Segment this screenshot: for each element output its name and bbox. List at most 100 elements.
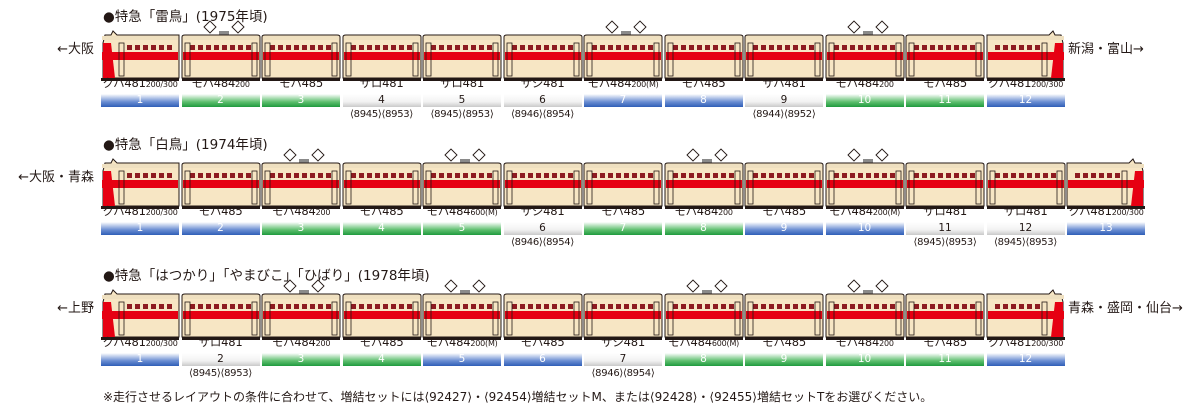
car-type-suffix: 200 <box>718 208 733 217</box>
car-type-label: モハ485 <box>182 203 260 219</box>
car-doors <box>118 301 125 336</box>
car-type-label: クハ481200/300 <box>1067 203 1145 219</box>
car-number-bar: 6 <box>503 353 582 366</box>
car-type-suffix: 200 <box>879 339 894 348</box>
car-underframe <box>1067 206 1145 209</box>
car-type: モハ484 <box>271 204 316 218</box>
car-number-bar: 1 <box>101 94 179 107</box>
car-type: クハ481 <box>987 335 1032 349</box>
car-stripe <box>343 52 420 60</box>
car-type: モハ484 <box>835 76 880 90</box>
right-destination: 新潟・富山→ <box>1068 42 1144 57</box>
car-drawing <box>986 162 1065 209</box>
set-number-label: ⟨8946⟩⟨8954⟩ <box>511 237 574 248</box>
car-number-bar: 6 <box>503 222 582 235</box>
car-stripe <box>424 180 500 188</box>
cab-nose <box>103 302 115 337</box>
car-drawing <box>101 158 180 209</box>
car-stripe <box>907 52 983 60</box>
car-stripe <box>263 180 339 188</box>
car-number-bar: 8 <box>664 353 743 366</box>
car-drawing <box>342 162 421 209</box>
car-underframe <box>906 206 984 209</box>
car-underframe <box>986 206 1065 209</box>
car-underframe <box>503 337 582 340</box>
car-type-label: サロ481 <box>423 75 501 91</box>
car-type: サロ481 <box>923 204 967 218</box>
pantograph-icon <box>283 148 325 163</box>
car-underframe <box>181 78 260 81</box>
car-type-label: サシ481 <box>504 203 582 219</box>
car-windows <box>511 304 573 309</box>
car-stripe <box>987 311 1064 319</box>
car-windows <box>592 173 653 178</box>
car-doors <box>908 42 982 77</box>
car-type: クハ481 <box>1068 204 1112 218</box>
car-underframe <box>825 337 904 340</box>
car-drawing <box>261 148 341 209</box>
car-underframe <box>423 78 501 81</box>
car-underframe <box>906 78 984 81</box>
left-destination: ←上野 <box>57 301 94 316</box>
car-doors <box>908 170 982 205</box>
car-type: サシ481 <box>601 335 645 349</box>
set-number-label: ⟨8946⟩⟨8954⟩ <box>511 109 574 120</box>
car-type: モハ485 <box>601 204 645 218</box>
car-type-label: モハ485 <box>262 75 340 91</box>
car-type-label: モハ484200(M) <box>826 203 904 219</box>
car-stripe <box>665 52 742 60</box>
car-windows <box>270 45 331 50</box>
car-drawing <box>744 34 824 81</box>
car-doors <box>184 42 257 77</box>
car-type: モハ484 <box>587 76 632 90</box>
car-windows <box>431 173 492 178</box>
car-type-label: モハ485 <box>343 334 421 350</box>
car-drawing <box>181 293 260 340</box>
car-number-bar: 1 <box>101 222 179 235</box>
car-drawing <box>101 289 180 340</box>
car-number-bar: 12 <box>986 222 1065 235</box>
car-windows <box>127 45 172 50</box>
car-type-label: モハ485 <box>584 203 662 219</box>
car-type-suffix: 200 <box>315 339 331 348</box>
car-drawing <box>825 20 904 81</box>
car-windows <box>753 304 814 309</box>
car-underframe <box>745 337 823 340</box>
car-windows <box>350 304 412 309</box>
car-underframe <box>584 78 662 81</box>
car-underframe <box>986 337 1065 340</box>
car-stripe <box>343 180 420 188</box>
car-doors <box>425 301 499 336</box>
car-number-bar: 12 <box>986 94 1065 107</box>
car-windows <box>672 304 734 309</box>
car-type: サロ481 <box>359 76 404 90</box>
car-underframe <box>825 206 904 209</box>
car-type-label: モハ484200 <box>182 75 260 91</box>
car-stripe <box>343 311 420 319</box>
car-windows <box>833 173 895 178</box>
car-number-bar: 3 <box>262 353 340 366</box>
right-destination: 青森・盛岡・仙台→ <box>1068 301 1183 316</box>
car-underframe <box>986 78 1065 81</box>
car-stripe <box>826 180 903 188</box>
car-type-label: モハ485 <box>745 334 823 350</box>
set-number-label: ⟨8945⟩⟨8953⟩ <box>994 237 1057 248</box>
cab-nose <box>103 171 115 206</box>
pantograph-icon <box>283 279 325 294</box>
car-number-bar: 7 <box>584 94 662 107</box>
car-windows <box>833 304 895 309</box>
car-doors <box>586 42 660 77</box>
car-doors <box>345 170 418 205</box>
car-windows <box>592 304 653 309</box>
car-underframe <box>262 78 340 81</box>
car-type-label: サロ481 <box>182 334 260 350</box>
car-stripe <box>987 180 1064 188</box>
car-type: モハ484 <box>674 204 719 218</box>
car-windows <box>350 173 412 178</box>
car-drawing <box>583 20 663 81</box>
car-type-suffix: 200/300 <box>1111 208 1144 217</box>
car-type-suffix: 200/300 <box>145 80 178 89</box>
car-type: モハ485 <box>762 335 806 349</box>
car-drawing <box>583 162 663 209</box>
footnote: ※走行させるレイアウトの条件に合わせて、増結セットには⟨92427⟩・⟨9245… <box>103 390 933 404</box>
